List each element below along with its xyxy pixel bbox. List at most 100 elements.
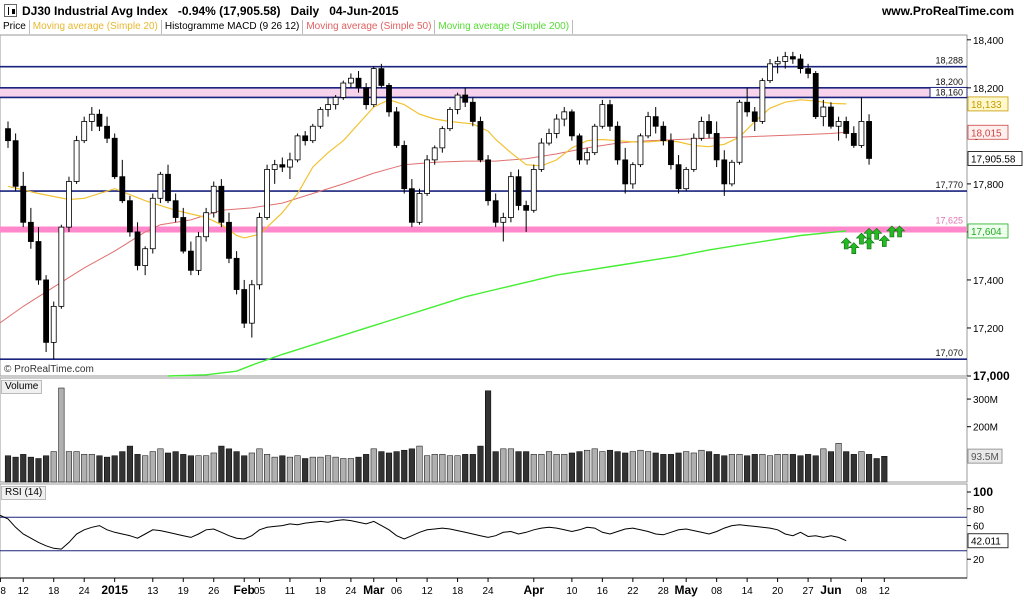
candle-body (66, 181, 72, 228)
tab-macd[interactable]: Histogramme MACD (9 26 12) (162, 20, 304, 34)
volume-bar (126, 445, 133, 483)
candle-body (622, 159, 629, 185)
candle-body (538, 142, 545, 170)
candle (256, 212, 263, 290)
tab-sma200[interactable]: Moving average (Simple 200) (435, 20, 574, 34)
x-tick-label: 11 (285, 586, 296, 597)
volume-bar (355, 456, 362, 483)
x-tick-label: 20 (772, 586, 784, 597)
candle-body (591, 125, 598, 154)
candle-body (172, 200, 179, 218)
candle-body (523, 205, 530, 211)
tab-sma50[interactable]: Moving average (Simple 50) (303, 20, 436, 34)
candle-body (81, 121, 88, 142)
candle (614, 121, 621, 165)
tab-price[interactable]: Price (0, 20, 30, 34)
volume-bar (50, 451, 57, 483)
y-tick-label: 17,200 (973, 324, 1004, 335)
candle (492, 193, 499, 228)
volume-bar (652, 452, 659, 483)
candle (408, 179, 415, 228)
candle-body (35, 241, 42, 281)
candle (744, 87, 751, 117)
candle-body (584, 152, 591, 161)
y-tick-label: 18,400 (973, 36, 1004, 47)
candle-body (378, 68, 385, 86)
candle (393, 107, 400, 148)
x-tick-label: 18 (48, 586, 60, 597)
candle-body (706, 121, 712, 134)
candle (104, 116, 110, 144)
volume-bar (347, 458, 354, 483)
indicator-tabs: Price Moving average (Simple 20) Histogr… (0, 20, 574, 34)
candle-body (645, 116, 651, 137)
volume-bar (157, 448, 164, 483)
candle-body (462, 94, 469, 103)
candle-body (805, 68, 811, 74)
candle-body (325, 104, 331, 110)
tab-sma20[interactable]: Moving average (Simple 20) (30, 20, 162, 34)
candle (226, 212, 232, 264)
candle-body (12, 140, 19, 187)
x-tick-label: 28 (658, 586, 670, 597)
candle (584, 147, 591, 165)
volume-bar (820, 448, 827, 483)
volume-bar (324, 455, 332, 483)
volume-bar (294, 455, 301, 483)
volume-bar (340, 458, 347, 483)
candle (523, 200, 530, 232)
volume-bar (385, 452, 393, 483)
candle (729, 159, 735, 187)
candle-body (736, 101, 743, 163)
volume-bar (553, 454, 560, 483)
x-tick-label: 08 (856, 586, 868, 597)
candle (721, 150, 728, 196)
volume-bar (35, 458, 42, 483)
candle-body (576, 135, 583, 161)
volume-bar (492, 451, 499, 483)
candle (294, 133, 301, 163)
candle (530, 164, 537, 213)
volume-bar (561, 454, 568, 483)
candle (43, 275, 49, 352)
candle-body (256, 217, 263, 286)
candle (111, 133, 118, 180)
volume-bar (20, 454, 27, 483)
volume-tick-label: 200M (973, 423, 998, 434)
candle-body (408, 188, 415, 223)
candle (340, 80, 347, 100)
volume-bar (65, 451, 73, 483)
volume-bar (431, 454, 438, 483)
volume-bar (675, 452, 682, 483)
volume-bar (683, 451, 690, 483)
candle (248, 279, 255, 338)
candle (637, 133, 644, 168)
candle (820, 99, 827, 127)
candle-body (439, 128, 446, 149)
x-tick-label: Feb (234, 583, 255, 597)
candle-body (332, 97, 339, 106)
volume-bar (416, 445, 423, 483)
candle (736, 99, 743, 165)
volume-panel-label: Volume (1, 380, 43, 394)
level-label: 17,770 (935, 180, 963, 190)
candle (180, 207, 187, 254)
candle-body (20, 185, 27, 223)
site-link[interactable]: www.ProRealTime.com (881, 4, 1014, 18)
candle (165, 164, 171, 204)
candle-body (271, 164, 278, 170)
candle (660, 121, 667, 146)
candle-body (340, 82, 347, 98)
volume-bar (454, 455, 461, 483)
candle (607, 99, 613, 132)
volume-bar (119, 451, 126, 483)
candle (759, 78, 766, 124)
volume-bar (705, 451, 713, 483)
volume-bar (477, 445, 484, 483)
up-arrow-icon (848, 242, 860, 255)
up-arrow-icon (893, 225, 906, 238)
candle-body (789, 56, 796, 60)
candle-body (850, 133, 857, 146)
price-panel (0, 34, 968, 377)
